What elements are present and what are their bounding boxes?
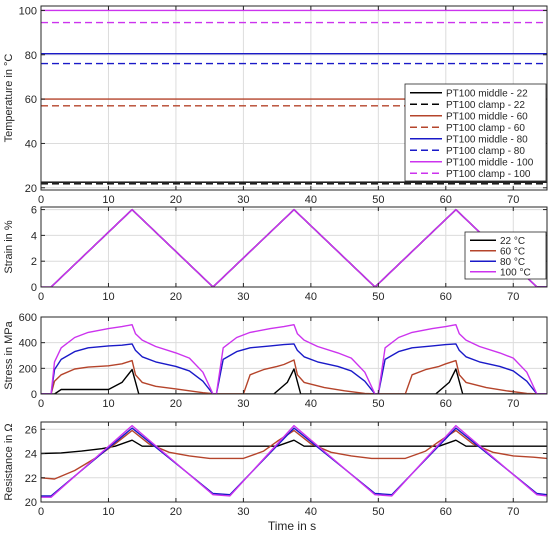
- panel-4: 0 10 20 30 40 50 60 70 20 22 24 26 Resistance in Ω: [3, 421, 548, 518]
- series-line-1: [41, 368, 547, 394]
- plot-area: [41, 207, 547, 287]
- panel-3: 0 10 20 30 40 50 60 70 0 200 400 600 Stress in MPa: [3, 312, 548, 410]
- x-tick-label: 60: [440, 398, 452, 410]
- y-tick-label: 60: [25, 94, 37, 106]
- legend-entry: PT100 middle - 80: [446, 134, 528, 145]
- y-axis-label: Temperature in °C: [3, 54, 15, 143]
- panel-1: 0 10 20 30 40 50 60 70 20 40 60 80 100 Temperature in…: [3, 5, 548, 206]
- x-tick-label: 10: [102, 291, 114, 303]
- y-tick-label: 4: [31, 230, 37, 242]
- legend-entry: PT100 clamp - 100: [446, 169, 531, 180]
- y-tick-label: 200: [19, 363, 37, 375]
- x-tick-label: 70: [507, 506, 519, 518]
- y-tick-label: 0: [31, 282, 37, 294]
- x-tick-label: 70: [507, 398, 519, 410]
- x-tick-label: 30: [237, 506, 249, 518]
- x-tick-label: 50: [372, 291, 384, 303]
- x-tick-label: 50: [372, 194, 384, 206]
- y-tick-label: 40: [25, 138, 37, 150]
- legend-entry: PT100 clamp - 22: [446, 100, 525, 111]
- x-tick-label: 20: [170, 398, 182, 410]
- legend-entry: PT100 clamp - 80: [446, 146, 525, 157]
- series-line-4: [41, 424, 547, 498]
- x-tick-label: 30: [237, 194, 249, 206]
- legend-entry: 80 °C: [500, 257, 525, 268]
- x-tick-label: 30: [237, 291, 249, 303]
- y-axis-label: Stress in MPa: [3, 320, 15, 389]
- axes-frame: [40, 5, 548, 191]
- x-tick-label: 70: [507, 194, 519, 206]
- x-tick-label: 20: [170, 506, 182, 518]
- x-tick-label: 60: [440, 291, 452, 303]
- x-axis-label: Time in s: [268, 519, 316, 533]
- series-line-3: [41, 343, 547, 394]
- axes-frame: [40, 206, 548, 288]
- series-line-2: [41, 429, 547, 480]
- legend-entry: 100 °C: [500, 267, 531, 278]
- legend-entry: 60 °C: [500, 246, 525, 257]
- x-tick-label: 10: [102, 194, 114, 206]
- axes-frame: [40, 316, 548, 395]
- y-tick-label: 22: [25, 473, 37, 485]
- y-tick-label: 26: [25, 424, 37, 436]
- x-tick-label: 60: [440, 506, 452, 518]
- y-tick-label: 20: [25, 183, 37, 195]
- legend-entry: PT100 middle - 22: [446, 88, 528, 99]
- series-line-4: [41, 324, 547, 394]
- x-tick-label: 60: [440, 194, 452, 206]
- y-tick-label: 80: [25, 50, 37, 62]
- panel-2: 0 10 20 30 40 50 60 70 0 2 4 6 Strain in % 22 °C60 °C…: [3, 205, 548, 303]
- x-tick-label: 70: [507, 291, 519, 303]
- y-tick-label: 2: [31, 256, 37, 268]
- y-tick-label: 24: [25, 449, 37, 461]
- y-tick-label: 6: [31, 205, 37, 217]
- legend-entry: PT100 middle - 100: [446, 157, 534, 168]
- x-tick-label: 0: [38, 398, 44, 410]
- legend-entry: PT100 middle - 60: [446, 111, 528, 122]
- plot-area: [41, 422, 547, 502]
- legend-entry: 22 °C: [500, 236, 525, 247]
- y-tick-label: 600: [19, 312, 37, 324]
- plot-area: [41, 317, 547, 394]
- x-tick-label: 20: [170, 194, 182, 206]
- y-axis-label: Strain in %: [3, 220, 15, 273]
- x-tick-label: 30: [237, 398, 249, 410]
- y-axis-label: Resistance in Ω: [3, 423, 15, 500]
- x-tick-label: 50: [372, 398, 384, 410]
- x-tick-label: 40: [305, 291, 317, 303]
- y-tick-label: 100: [19, 5, 37, 17]
- x-tick-label: 0: [38, 291, 44, 303]
- legend-entry: PT100 clamp - 60: [446, 123, 525, 134]
- x-tick-label: 10: [102, 398, 114, 410]
- x-tick-label: 0: [38, 506, 44, 518]
- series-line-2: [41, 359, 547, 394]
- series-line-3: [41, 427, 547, 497]
- x-tick-label: 40: [305, 506, 317, 518]
- legend-box: [404, 83, 547, 182]
- y-tick-label: 20: [25, 497, 37, 509]
- x-tick-label: 40: [305, 194, 317, 206]
- y-tick-label: 400: [19, 338, 37, 350]
- y-tick-label: 0: [31, 389, 37, 401]
- x-tick-label: 40: [305, 398, 317, 410]
- x-tick-label: 50: [372, 506, 384, 518]
- x-tick-label: 20: [170, 291, 182, 303]
- axes-frame: [40, 421, 548, 503]
- x-tick-label: 10: [102, 506, 114, 518]
- x-tick-label: 0: [38, 194, 44, 206]
